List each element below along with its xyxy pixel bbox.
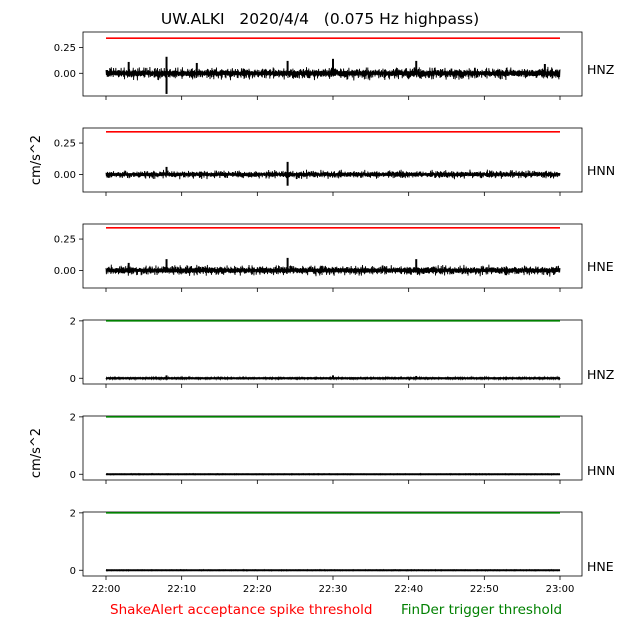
y-tick-label: 0.25 xyxy=(54,43,76,54)
legend-shakealert: ShakeAlert acceptance spike threshold xyxy=(110,602,372,618)
x-tick-label: 23:00 xyxy=(546,584,575,595)
y-tick-label: 0.25 xyxy=(54,235,76,246)
y-tick-label: 0.00 xyxy=(54,170,76,181)
y-tick-label: 0 xyxy=(70,470,76,481)
panel-5: 0 2 HNN xyxy=(70,412,615,484)
channel-label-hne: HNE xyxy=(587,559,614,574)
panel-4: 0 2 HNZ xyxy=(70,316,614,388)
chart-title: UW.ALKI 2020/4/4 (0.075 Hz highpass) xyxy=(161,10,479,28)
y-tick-label: 0 xyxy=(70,566,76,577)
x-tick-label: 22:50 xyxy=(470,584,499,595)
channel-label-hne: HNE xyxy=(587,259,614,274)
y-tick-label: 2 xyxy=(70,508,76,519)
x-tick-label: 22:10 xyxy=(167,584,196,595)
x-tick-label: 22:30 xyxy=(319,584,348,595)
x-axis: 22:00 22:10 22:20 22:30 22:40 22:50 23:00 xyxy=(92,584,575,595)
panel-frame xyxy=(82,415,583,481)
panel-frame xyxy=(82,127,583,193)
channel-label-hnz: HNZ xyxy=(587,367,614,382)
panel-6: 0 2 HNE xyxy=(70,508,614,580)
panel-frame xyxy=(82,223,583,289)
y-tick-label: 0.00 xyxy=(54,69,76,80)
x-tick-label: 22:40 xyxy=(394,584,423,595)
y-tick-label: 0 xyxy=(70,374,76,385)
channel-label-hnz: HNZ xyxy=(587,62,614,77)
waveform-trace xyxy=(105,169,561,180)
panel-frame xyxy=(82,511,583,577)
y-tick-label: 0.25 xyxy=(54,139,76,150)
y-tick-label: 2 xyxy=(70,316,76,327)
panel-frame xyxy=(82,319,583,385)
waveform-trace xyxy=(105,264,561,277)
panels-group: 0.00 0.25 HNZ 0.00 0.25 HNN 0.00 0.25 HNE 0 2 HNZ 0 2… xyxy=(54,31,615,580)
panel-3: 0.00 0.25 HNE xyxy=(54,223,614,292)
y-axis-label-upper: cm/s^2 xyxy=(29,135,44,185)
y-axis-label-lower: cm/s^2 xyxy=(29,428,44,478)
y-tick-label: 0.00 xyxy=(54,266,76,277)
panel-2: 0.00 0.25 HNN xyxy=(54,127,615,196)
y-tick-label: 2 xyxy=(70,412,76,423)
x-tick-label: 22:20 xyxy=(243,584,272,595)
channel-label-hnn: HNN xyxy=(587,163,615,178)
legend-finder: FinDer trigger threshold xyxy=(401,602,562,618)
x-tick-label: 22:00 xyxy=(92,584,121,595)
panel-1: 0.00 0.25 HNZ xyxy=(54,31,614,100)
panel-frame xyxy=(82,31,583,97)
channel-label-hnn: HNN xyxy=(587,463,615,478)
